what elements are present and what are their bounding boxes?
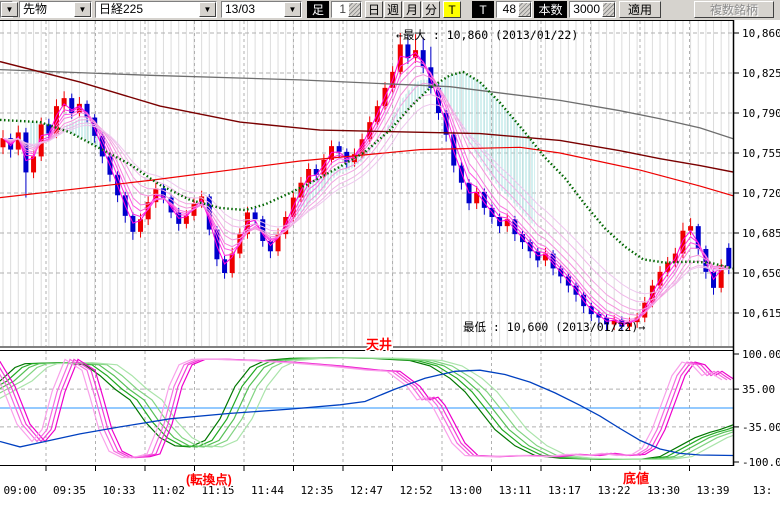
oscillator-layer bbox=[0, 357, 733, 460]
svg-text:10,685: 10,685 bbox=[742, 227, 780, 240]
moving-averages bbox=[0, 60, 733, 270]
price-axis: 10,860 10,825 10,790 10,755 10,720 10,685 10,6… bbox=[733, 27, 780, 469]
svg-text:-35.00: -35.00 bbox=[742, 421, 780, 434]
day-button[interactable]: 日 bbox=[365, 1, 383, 18]
bar-count-label: 本数 bbox=[534, 1, 567, 18]
apply-button[interactable]: 適用 bbox=[619, 1, 661, 18]
svg-text:12:52: 12:52 bbox=[399, 484, 432, 497]
panel-borders bbox=[0, 20, 735, 466]
tick-count-spinner[interactable]: 48 bbox=[496, 1, 532, 18]
chevron-down-icon[interactable]: ▼ bbox=[199, 2, 216, 17]
svg-text:10,755: 10,755 bbox=[742, 147, 780, 160]
svg-text:-100.00: -100.00 bbox=[742, 456, 780, 469]
ema-ribbon bbox=[2, 51, 729, 326]
svg-text:13:11: 13:11 bbox=[498, 484, 531, 497]
toolbar: ▼ 先物 ▼ 日経225 ▼ 13/03 ▼ 足 1 日 週 月 分 T T 4… bbox=[0, 0, 780, 21]
svg-text:11:02: 11:02 bbox=[152, 484, 185, 497]
svg-text:12:35: 12:35 bbox=[300, 484, 333, 497]
svg-text:13:22: 13:22 bbox=[597, 484, 630, 497]
svg-text:09:00: 09:00 bbox=[3, 484, 36, 497]
bar-type-label: 足 bbox=[307, 1, 329, 18]
bottom-annotation: 底値 bbox=[623, 471, 649, 486]
month-button[interactable]: 月 bbox=[403, 1, 421, 18]
bar-count-spinner[interactable]: 3000 bbox=[569, 1, 616, 18]
svg-text:13:17: 13:17 bbox=[548, 484, 581, 497]
svg-text:13:00: 13:00 bbox=[449, 484, 482, 497]
svg-text:10,615: 10,615 bbox=[742, 307, 780, 320]
svg-text:10,790: 10,790 bbox=[742, 107, 780, 120]
plot-background bbox=[0, 20, 780, 501]
spinner-grip-icon[interactable] bbox=[602, 2, 615, 17]
bar-count-value: 3000 bbox=[573, 2, 600, 16]
svg-text:10:33: 10:33 bbox=[102, 484, 135, 497]
ceiling-annotation: 天井 bbox=[366, 337, 392, 352]
leftmost-partial-combo[interactable]: ▼ bbox=[0, 1, 18, 18]
svg-text:10,720: 10,720 bbox=[742, 187, 780, 200]
svg-text:11:44: 11:44 bbox=[251, 484, 284, 497]
chart-area[interactable]: 10,860 10,825 10,790 10,755 10,720 10,685 10,6… bbox=[0, 20, 780, 501]
chevron-down-icon[interactable]: ▼ bbox=[74, 2, 91, 17]
max-annotation: ←最大 : 10,860 (2013/01/22) bbox=[396, 28, 578, 42]
symbol-select[interactable]: 日経225 ▼ bbox=[95, 1, 217, 18]
chevron-down-icon[interactable]: ▼ bbox=[284, 2, 301, 17]
min-annotation: 最低 : 10,600 (2013/01/22)→ bbox=[463, 320, 645, 334]
tick-count-value: 48 bbox=[502, 2, 516, 16]
turning-point-annotation: (転換点) bbox=[186, 472, 232, 487]
svg-text:12:47: 12:47 bbox=[350, 484, 383, 497]
svg-text:13:30: 13:30 bbox=[647, 484, 680, 497]
svg-text:13:39: 13:39 bbox=[696, 484, 729, 497]
bar-interval-spinner[interactable]: 1 bbox=[331, 1, 362, 18]
bar-interval-value: 1 bbox=[339, 2, 346, 16]
tick-mode-button[interactable]: T bbox=[443, 1, 461, 18]
chart-svg[interactable]: 10,860 10,825 10,790 10,755 10,720 10,685 10,6… bbox=[0, 20, 780, 501]
category-value: 先物 bbox=[23, 2, 48, 16]
spinner-grip-icon[interactable] bbox=[348, 2, 361, 17]
contract-month-select[interactable]: 13/03 ▼ bbox=[221, 1, 302, 18]
multi-symbol-button[interactable]: 複数銘柄 bbox=[694, 1, 774, 18]
svg-text:10,860: 10,860 bbox=[742, 27, 780, 40]
svg-text:11:15: 11:15 bbox=[201, 484, 234, 497]
minute-button[interactable]: 分 bbox=[422, 1, 440, 18]
svg-text:10,650: 10,650 bbox=[742, 267, 780, 280]
week-button[interactable]: 週 bbox=[384, 1, 402, 18]
annotations: ←最大 : 10,860 (2013/01/22) 最低 : 10,600 (20… bbox=[185, 28, 651, 489]
svg-text:09:35: 09:35 bbox=[53, 484, 86, 497]
contract-month-value: 13/03 bbox=[225, 2, 256, 16]
time-axis: 09:00 09:35 10:33 11:02 11:15 11:44 12:35 12:47… bbox=[3, 466, 772, 497]
svg-text:13:: 13: bbox=[753, 484, 773, 497]
candles-layer bbox=[0, 33, 732, 331]
spinner-grip-icon[interactable] bbox=[518, 2, 531, 17]
category-select[interactable]: 先物 ▼ bbox=[19, 1, 92, 18]
svg-text:100.00: 100.00 bbox=[742, 348, 780, 361]
tick-label: T bbox=[472, 1, 494, 18]
svg-text:35.00: 35.00 bbox=[742, 383, 775, 396]
chevron-down-icon[interactable]: ▼ bbox=[1, 2, 18, 17]
svg-text:10,825: 10,825 bbox=[742, 67, 780, 80]
symbol-value: 日経225 bbox=[99, 2, 144, 16]
